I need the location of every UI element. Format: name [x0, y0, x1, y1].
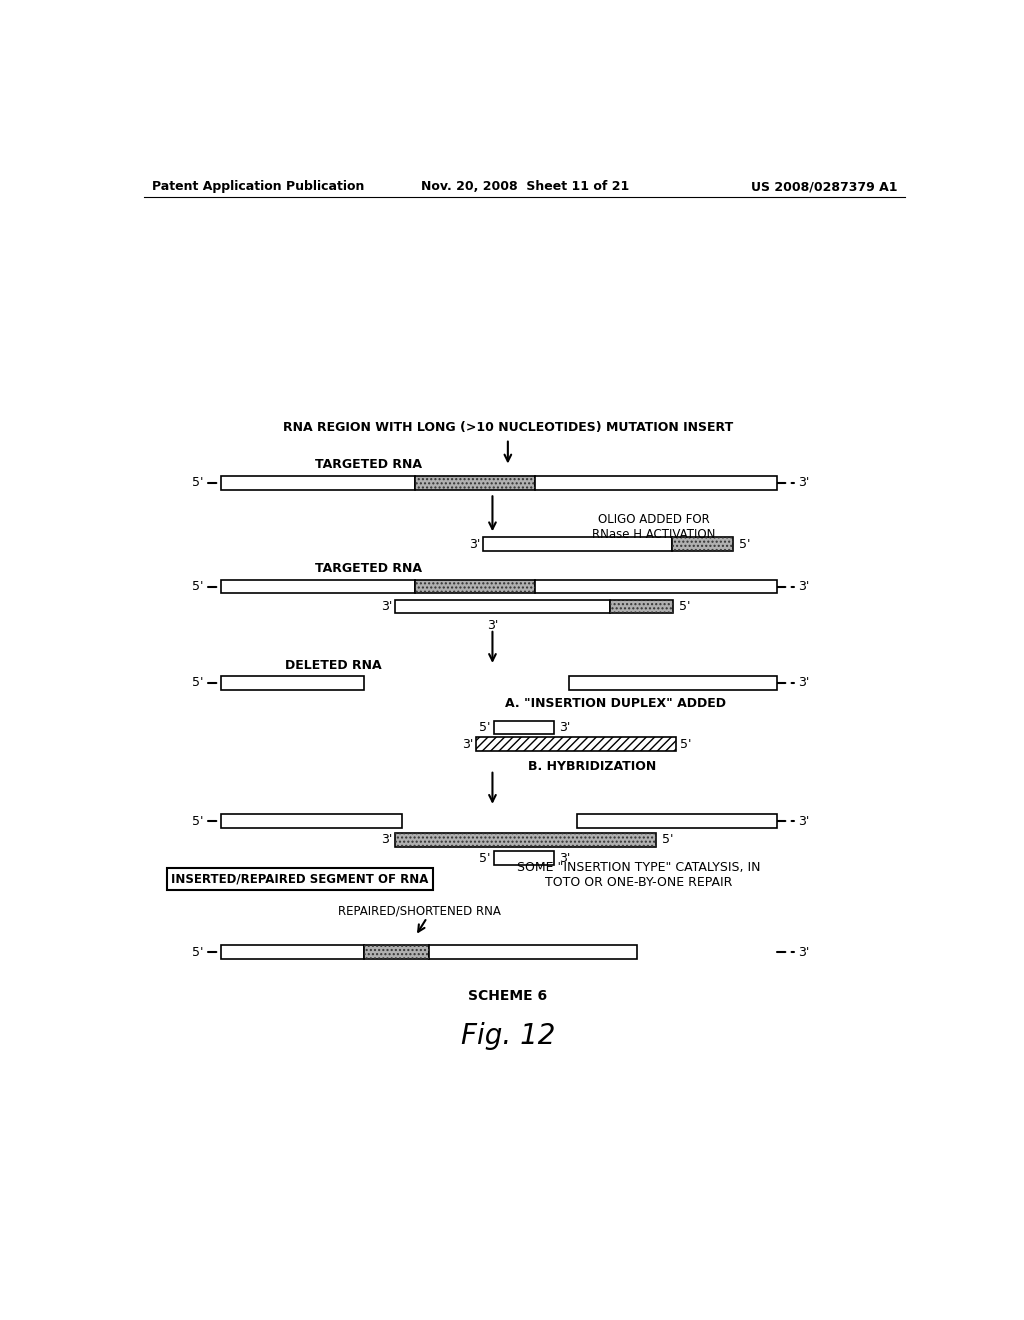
Text: 3': 3' — [798, 579, 810, 593]
Text: 5': 5' — [679, 601, 690, 612]
Text: SCHEME 6: SCHEME 6 — [468, 989, 548, 1003]
Text: Fig. 12: Fig. 12 — [461, 1022, 555, 1051]
Text: 3': 3' — [462, 738, 473, 751]
Bar — [610, 599, 674, 614]
Text: 3': 3' — [798, 676, 810, 689]
Bar — [475, 738, 676, 751]
Text: INSERTED/REPAIRED SEGMENT OF RNA: INSERTED/REPAIRED SEGMENT OF RNA — [171, 873, 429, 886]
Text: 3': 3' — [798, 477, 810, 490]
Bar — [610, 599, 674, 614]
Bar — [429, 945, 637, 960]
Bar — [494, 721, 554, 734]
Text: 5': 5' — [662, 833, 674, 846]
Text: 5': 5' — [479, 851, 490, 865]
Text: 5': 5' — [193, 676, 204, 689]
Text: TARGETED RNA: TARGETED RNA — [315, 458, 422, 471]
Text: SOME "INSERTION TYPE" CATALYSIS, IN
TOTO OR ONE-BY-ONE REPAIR: SOME "INSERTION TYPE" CATALYSIS, IN TOTO… — [517, 861, 761, 890]
Text: 3': 3' — [381, 601, 392, 612]
Bar — [221, 475, 416, 490]
Text: REPAIRED/SHORTENED RNA: REPAIRED/SHORTENED RNA — [339, 906, 502, 917]
Text: US 2008/0287379 A1: US 2008/0287379 A1 — [751, 181, 897, 194]
Bar — [364, 945, 429, 960]
Bar — [221, 945, 364, 960]
Text: 3': 3' — [381, 833, 392, 846]
Bar — [483, 537, 672, 552]
Text: 3': 3' — [486, 619, 498, 632]
Bar — [221, 579, 416, 594]
Bar — [672, 537, 733, 552]
Text: 3': 3' — [559, 851, 570, 865]
Bar — [221, 676, 364, 689]
Text: A. "INSERTION DUPLEX" ADDED: A. "INSERTION DUPLEX" ADDED — [505, 697, 726, 710]
Text: 5': 5' — [739, 537, 751, 550]
Bar — [672, 537, 733, 552]
Text: 5': 5' — [193, 579, 204, 593]
Bar — [578, 814, 777, 829]
Text: DELETED RNA: DELETED RNA — [285, 659, 381, 672]
Text: OLIGO ADDED FOR
RNase H ACTIVATION: OLIGO ADDED FOR RNase H ACTIVATION — [593, 512, 716, 541]
Bar — [364, 945, 429, 960]
Bar — [494, 851, 554, 866]
Bar — [394, 599, 610, 614]
Text: 3': 3' — [559, 721, 570, 734]
Bar — [416, 475, 535, 490]
Text: Nov. 20, 2008  Sheet 11 of 21: Nov. 20, 2008 Sheet 11 of 21 — [421, 181, 629, 194]
Text: RNA REGION WITH LONG (>10 NUCLEOTIDES) MUTATION INSERT: RNA REGION WITH LONG (>10 NUCLEOTIDES) M… — [283, 421, 733, 434]
Text: 5': 5' — [479, 721, 490, 734]
Text: 5': 5' — [193, 945, 204, 958]
Text: 5': 5' — [680, 738, 692, 751]
Bar — [569, 676, 777, 689]
Bar — [416, 475, 535, 490]
Bar — [394, 833, 656, 847]
Bar — [221, 814, 402, 829]
Text: 5': 5' — [193, 814, 204, 828]
Text: 5': 5' — [193, 477, 204, 490]
Bar — [416, 579, 535, 594]
Text: B. HYBRIDIZATION: B. HYBRIDIZATION — [528, 760, 656, 774]
Bar — [535, 579, 777, 594]
Bar — [535, 475, 777, 490]
Bar — [394, 833, 656, 847]
Text: 3': 3' — [798, 945, 810, 958]
Text: 3': 3' — [798, 814, 810, 828]
Text: TARGETED RNA: TARGETED RNA — [315, 562, 422, 576]
Text: 3': 3' — [470, 537, 481, 550]
Bar — [416, 579, 535, 594]
Text: Patent Application Publication: Patent Application Publication — [153, 181, 365, 194]
